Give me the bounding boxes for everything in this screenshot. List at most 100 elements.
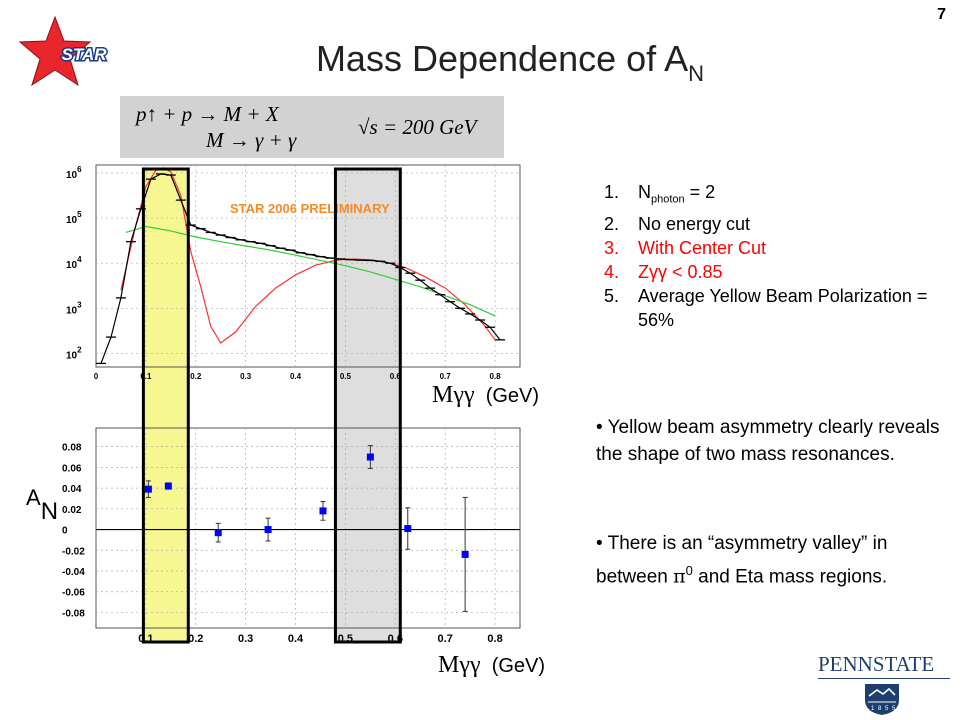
- bottom-y-tick-label: 0.06: [62, 463, 82, 474]
- info-item-center-cut: 3. With Center Cut: [604, 236, 928, 260]
- y-axis-title-a: A: [26, 485, 41, 510]
- top-y-tick-label: 104: [66, 255, 82, 271]
- year-digit: 5: [885, 706, 889, 712]
- bottom-y-tick-label: 0.08: [62, 443, 82, 454]
- preliminary-label: STAR 2006 PRELIMINARY: [230, 201, 390, 216]
- bullet-yellow-asymmetry: • Yellow beam asymmetry clearly reveals …: [596, 417, 940, 465]
- bottom-y-tick-label: -0.04: [62, 567, 85, 578]
- top-y-tick-exponent: 5: [77, 210, 82, 219]
- bottom-plot-frame: [95, 427, 521, 629]
- green-fit-curve: [125, 225, 496, 317]
- star-shape: [18, 15, 92, 87]
- info-item-number: 4.: [604, 261, 620, 282]
- info-item-number: 3.: [604, 237, 620, 258]
- info-item-text: No energy cut: [638, 213, 751, 234]
- pi0-band: [143, 169, 189, 642]
- top-x-tick-label: 0.7: [440, 372, 452, 381]
- an-data-point: [319, 507, 327, 515]
- pi0-band-outline: [141, 167, 190, 644]
- pennstate-wordmark: PENNSTATE: [818, 652, 935, 676]
- info-list: 1. Nphoton = 2 2. No energy cut 3. With Cen…: [604, 180, 928, 332]
- slide-title-subscript: N: [688, 61, 705, 86]
- an-data-point: [164, 482, 172, 490]
- bottom-y-tick-label: -0.06: [62, 588, 85, 599]
- bottom-y-tick-label: 0.02: [62, 505, 82, 516]
- bottom-y-tick-label: -0.02: [62, 546, 85, 557]
- info-item-text: Average Yellow Beam Polarization = 56%: [638, 285, 928, 330]
- top-x-tick-label: 0.4: [290, 372, 302, 381]
- page-number: 7: [937, 6, 946, 23]
- pennstate-shield-icon: 1 8 5 5: [865, 684, 899, 715]
- an-data-point: [144, 485, 152, 493]
- bullet-valley-post: and Eta mass regions.: [692, 566, 888, 588]
- year-digit: 1: [871, 706, 875, 712]
- formula-energy: √s = 200 GeV: [358, 115, 477, 139]
- slide-title: Mass Dependence of AN: [0, 38, 960, 87]
- info-item-value: = 2: [684, 182, 716, 202]
- slide-title-text: Mass Dependence of A: [315, 38, 689, 79]
- y-axis-title-subscript: N: [40, 498, 59, 525]
- info-item-polarization: 5. Average Yellow Beam Polarization = 56%: [604, 284, 928, 332]
- formula-line-2: M → γ + γ: [206, 128, 297, 152]
- year-digit: 8: [878, 706, 882, 712]
- pennstate-logo: PENNSTATE 1 8 5 5: [818, 652, 950, 716]
- an-data-point: [264, 526, 272, 534]
- bottom-x-tick-label: 0.4: [288, 633, 304, 645]
- an-data-point: [366, 453, 374, 461]
- formula-line-1: p↑ + p → M + X: [136, 102, 279, 126]
- bottom-x-tick-label: 0.8: [487, 633, 502, 645]
- info-item-text: Zγγ < 0.85: [638, 261, 723, 282]
- eta-band-outline: [333, 167, 402, 644]
- pennstate-underline: [818, 678, 950, 679]
- top-y-tick-exponent: 4: [77, 255, 82, 264]
- bottom-x-tick-label: 0.2: [188, 633, 203, 645]
- bands-layer: [143, 169, 401, 642]
- info-item-number: 5.: [604, 285, 620, 306]
- bottom-y-tick-label: 0.04: [62, 484, 82, 495]
- info-item-number: 1.: [604, 182, 620, 202]
- bands-frame-layer: [141, 167, 402, 644]
- mass-spectrum-plot: 0 0.1 0.2 0.3 0.4 0.5 0.6 0.7 0.8 102 103 104 105 106…: [66, 164, 521, 381]
- bottom-x-axis-unit: (GeV): [491, 655, 546, 677]
- year-digit: 5: [892, 706, 896, 712]
- top-x-axis-variable: Mγγ: [432, 382, 475, 408]
- info-item-zgg: 4. Zγγ < 0.85: [604, 260, 928, 284]
- bottom-x-tick-label: 0.3: [238, 633, 253, 645]
- top-x-tick-label: 0.6: [390, 372, 402, 381]
- top-x-tick-label: 0.5: [340, 372, 352, 381]
- top-x-axis-unit: (GeV): [485, 385, 540, 407]
- top-y-tick-label: 102: [66, 345, 82, 361]
- info-item-energy: 2. No energy cut: [604, 212, 928, 236]
- formula-box: p↑ + p → M + X M → γ + γ √s = 200 GeV: [120, 96, 504, 158]
- eta-band: [335, 169, 401, 642]
- top-plot-frame: [95, 164, 521, 368]
- info-item-text: With Center Cut: [638, 237, 767, 258]
- an-data-point: [214, 529, 222, 537]
- top-x-tick-label: 0.2: [190, 372, 202, 381]
- top-x-tick-label: 0.8: [489, 372, 501, 381]
- info-item-number: 2.: [604, 213, 620, 234]
- info-item-subscript: photon: [651, 193, 685, 206]
- y-axis-title-an: AN: [26, 484, 58, 525]
- bottom-x-axis-variable: Mγγ: [438, 652, 481, 678]
- bullet-valley-pi: π: [673, 565, 686, 588]
- bullet-valley-pre: • There is an “asymmetry valley” in betw…: [596, 533, 888, 588]
- bottom-y-tick-label: 0: [62, 526, 68, 537]
- top-x-tick-label: 0.3: [240, 372, 252, 381]
- top-x-axis-title: Mγγ (GeV): [432, 382, 539, 409]
- top-y-tick-label: 106: [66, 165, 82, 181]
- top-y-tick-exponent: 6: [77, 165, 82, 174]
- top-x-tick-label: 0.1: [140, 372, 152, 381]
- info-item-text: N: [638, 182, 651, 202]
- bottom-x-axis-title: Mγγ (GeV): [438, 652, 545, 679]
- top-y-tick-exponent: 2: [77, 345, 82, 354]
- an-data-point: [461, 550, 469, 558]
- top-y-tick-exponent: 3: [77, 300, 82, 309]
- star-logo: STAR: [18, 15, 109, 87]
- bullet-valley-sup: 0: [685, 563, 693, 578]
- bullet-asymmetry-valley: • There is an “asymmetry valley” in betw…: [596, 530, 946, 590]
- top-y-tick-label: 103: [66, 300, 82, 316]
- an-data-point: [404, 525, 412, 533]
- asymmetry-plot: 0.1 0.2 0.3 0.4 0.5 0.6 0.7 0.80.080.060.040.02…: [62, 427, 521, 645]
